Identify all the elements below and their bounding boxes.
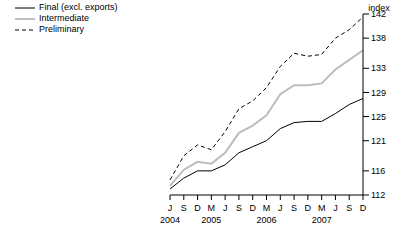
svg-text:D: D xyxy=(194,203,201,213)
svg-text:S: S xyxy=(181,203,187,213)
svg-text:2007: 2007 xyxy=(312,215,332,225)
svg-text:116: 116 xyxy=(371,166,385,176)
svg-text:S: S xyxy=(291,203,297,213)
svg-text:125: 125 xyxy=(371,112,386,122)
svg-text:J: J xyxy=(168,203,173,213)
svg-text:D: D xyxy=(360,203,367,213)
svg-text:J: J xyxy=(223,203,228,213)
svg-text:112: 112 xyxy=(371,190,385,200)
svg-text:133: 133 xyxy=(371,63,386,73)
svg-text:S: S xyxy=(236,203,242,213)
svg-text:M: M xyxy=(263,203,271,213)
svg-text:142: 142 xyxy=(371,9,386,20)
svg-text:2005: 2005 xyxy=(201,215,221,225)
svg-text:D: D xyxy=(249,203,256,213)
svg-text:S: S xyxy=(346,203,352,213)
svg-text:index: index xyxy=(368,3,390,13)
svg-text:M: M xyxy=(318,203,326,213)
svg-text:J: J xyxy=(333,203,338,213)
svg-text:129: 129 xyxy=(371,88,386,98)
svg-text:121: 121 xyxy=(371,136,386,146)
svg-text:2004: 2004 xyxy=(160,215,180,225)
svg-text:J: J xyxy=(278,203,283,213)
html-text:Preliminary: Preliminary xyxy=(39,24,84,34)
svg-text:2006: 2006 xyxy=(256,215,276,225)
html-text:Intermediate: Intermediate xyxy=(39,13,89,23)
svg-text:M: M xyxy=(208,203,216,213)
html-text:Final (excl. exports): Final (excl. exports) xyxy=(39,2,118,12)
svg-text:138: 138 xyxy=(371,33,386,43)
svg-text:D: D xyxy=(305,203,312,213)
